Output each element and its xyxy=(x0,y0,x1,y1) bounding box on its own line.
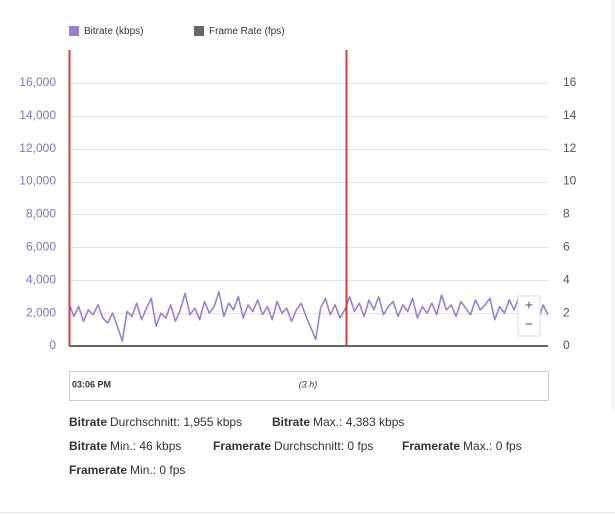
y-tick-label: 10,000 xyxy=(19,174,56,188)
zoom-box xyxy=(517,295,541,337)
y2-tick-label: 0 xyxy=(563,338,570,352)
y2-tick-label: 14 xyxy=(563,108,577,122)
stat: Bitrate Min.: 46 kbps xyxy=(69,439,181,453)
y-tick-label: 6,000 xyxy=(26,240,56,254)
navigator-span: (3 h) xyxy=(299,379,318,389)
stat-label: Framerate xyxy=(402,439,461,453)
chart: Bitrate (kbps) Frame Rate (fps) 0 2,000 4,0… xyxy=(19,0,614,410)
y2-tick-label: 10 xyxy=(563,174,577,188)
y2-tick-label: 16 xyxy=(563,75,577,89)
zoom-controls: + − xyxy=(517,295,541,337)
stat-value: Max.: 4,383 kbps xyxy=(313,415,405,429)
stat: Bitrate Max.: 4,383 kbps xyxy=(272,415,404,429)
zoom-in[interactable]: + xyxy=(525,297,533,313)
y2-tick-label: 12 xyxy=(563,141,577,155)
y2-tick-label: 4 xyxy=(563,272,570,286)
stat-value: Min.: 46 kbps xyxy=(110,439,182,453)
stat: Framerate Max.: 0 fps xyxy=(402,439,522,453)
legend: Bitrate (kbps) Frame Rate (fps) xyxy=(69,26,285,37)
divider xyxy=(0,512,615,513)
series-line xyxy=(68,290,549,342)
legend-label: Frame Rate (fps) xyxy=(209,26,285,37)
stat-value: Min.: 0 fps xyxy=(130,463,186,477)
legend-label: Bitrate (kbps) xyxy=(84,26,143,37)
navigator[interactable] xyxy=(69,371,549,401)
stat: Framerate Min.: 0 fps xyxy=(69,463,185,477)
y-tick-label: 0 xyxy=(49,338,56,352)
y-tick-label: 14,000 xyxy=(19,108,56,122)
y-tick-label: 8,000 xyxy=(26,207,56,221)
stat-label: Bitrate xyxy=(69,439,108,453)
stat: Bitrate Durchschnitt: 1,955 kbps xyxy=(69,415,242,429)
grid: 0 2,000 4,000 6,000 8,000 10,000 12,000 14,000 1… xyxy=(19,75,576,352)
stat-label: Framerate xyxy=(213,439,272,453)
plot xyxy=(68,290,549,347)
y-tick-label: 12,000 xyxy=(19,141,56,155)
zoom-out[interactable]: − xyxy=(525,316,533,332)
y2-tick-label: 6 xyxy=(563,240,570,254)
navigator-start: 03:06 PM xyxy=(72,379,111,389)
stat-label: Bitrate xyxy=(69,415,108,429)
stat-label: Framerate xyxy=(69,463,128,477)
y-tick-label: 4,000 xyxy=(26,272,56,286)
stat-value: Durchschnitt: 1,955 kbps xyxy=(110,415,243,429)
stat: Framerate Durchschnitt: 0 fps xyxy=(213,439,373,453)
y-tick-label: 16,000 xyxy=(19,75,56,89)
y2-tick-label: 2 xyxy=(563,305,570,319)
stat-value: Max.: 0 fps xyxy=(463,439,522,453)
stat-label: Bitrate xyxy=(272,415,311,429)
y2-tick-label: 8 xyxy=(563,207,570,221)
legend-swatch xyxy=(194,26,204,36)
legend-swatch xyxy=(69,26,79,36)
stat-value: Durchschnitt: 0 fps xyxy=(274,439,374,453)
y-tick-label: 2,000 xyxy=(26,305,56,319)
